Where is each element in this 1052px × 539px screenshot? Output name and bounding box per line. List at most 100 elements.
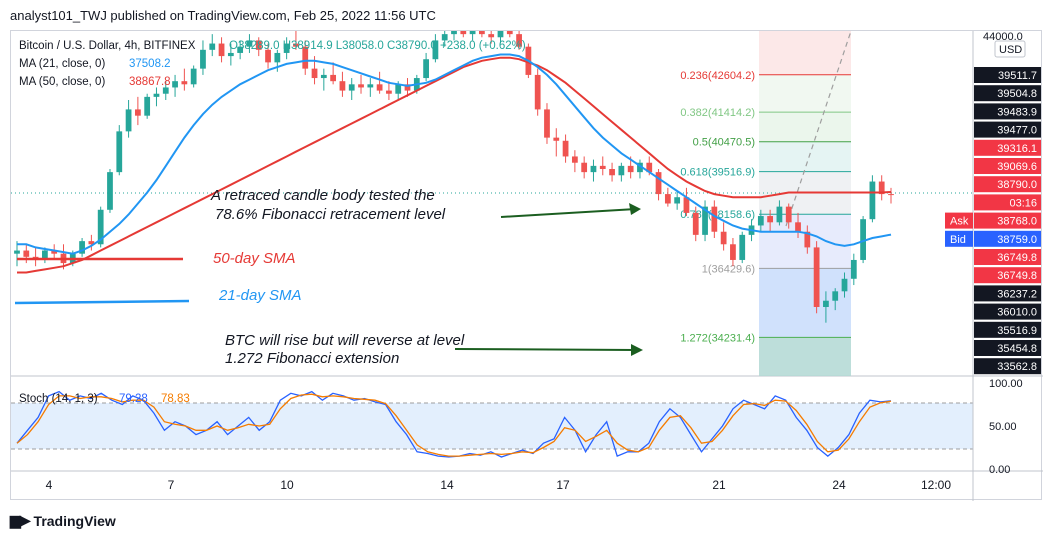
candle-body (144, 96, 151, 116)
candle-body (850, 259, 857, 279)
candle-body (488, 34, 495, 38)
publish-info: analyst101_TWJ published on TradingView.… (10, 8, 436, 23)
candle-body (637, 162, 643, 173)
price-badge (974, 230, 1041, 247)
price-badge (974, 85, 1041, 102)
candle-body (479, 31, 485, 35)
candle-body (590, 165, 597, 173)
candle-body (51, 250, 58, 254)
price-badge (974, 158, 1041, 174)
time-axis: 4 7 10 14 17 21 24 12:00 (46, 478, 952, 492)
price-badge (974, 194, 1041, 211)
candle-body (88, 241, 95, 245)
legend-ohlc: O38289.0 H38914.9 L38058.0 C38790.0 +238… (229, 40, 526, 52)
candle-body (562, 140, 569, 157)
price-axis-top: 44000.0 (983, 31, 1023, 43)
price-tag-label: Bid (950, 234, 966, 246)
annotation-extension-line1: BTC will rise but will reverse at level (225, 332, 465, 349)
candle-body (599, 165, 606, 169)
fib-zone (759, 268, 851, 338)
candle-body (469, 31, 476, 35)
tradingview-brand-label: TradingView (33, 512, 116, 529)
time-axis-label: 17 (556, 478, 570, 492)
candle-body (14, 250, 20, 254)
legend-ma21-value: 37508.2 (129, 58, 171, 70)
legend-symbol: Bitcoin / U.S. Dollar, 4h, BITFINEX (19, 40, 196, 52)
candle-body (79, 241, 85, 254)
candle-body (720, 231, 727, 245)
price-badge (974, 340, 1041, 356)
candle-body (237, 46, 244, 53)
price-badge (974, 139, 1041, 156)
candle-body (506, 31, 513, 35)
candle-body (97, 209, 104, 245)
price-badge-label: 39477.0 (997, 125, 1037, 137)
price-badge-label: 39511.7 (998, 70, 1037, 82)
price-badge (974, 321, 1041, 338)
candle-body (107, 172, 113, 210)
candle-body (878, 181, 885, 195)
price-badge (974, 303, 1041, 320)
stoch-d-line (16, 393, 892, 457)
candle-body (646, 162, 653, 173)
candle-body (627, 165, 634, 173)
fib-zone (759, 74, 851, 113)
time-axis-label: 12:00 (921, 478, 951, 492)
price-tag-ask (945, 212, 973, 229)
candle-body (683, 197, 690, 213)
stoch-band (11, 403, 973, 449)
price-badge-label: 36749.8 (997, 252, 1037, 264)
candle-body (841, 278, 848, 292)
stoch-legend-label: Stoch (14, 1, 3) (19, 393, 98, 405)
sma21-line (17, 53, 892, 255)
candle-body (581, 162, 588, 173)
fib-zone (759, 337, 851, 376)
time-axis-label: 4 (46, 478, 53, 492)
candle-body (432, 40, 439, 60)
stoch-axis: 100.00 50.00 0.00 (989, 378, 1023, 476)
candle-body (302, 46, 309, 69)
candle-body (888, 194, 894, 196)
candlestick-chart[interactable]: 0.236(42604.2) 0.382(41414.2) 0.5(40470.5)… (11, 27, 1043, 501)
price-tag-bid (945, 230, 973, 247)
stoch-axis-label: 0.00 (989, 464, 1010, 476)
candle-body (516, 34, 522, 47)
price-badge (974, 121, 1041, 138)
candle-body (860, 219, 866, 260)
price-badge-label: 36237.2 (997, 288, 1037, 300)
extension-arrow-shaft (454, 348, 638, 351)
candle-body (227, 52, 234, 57)
fib-label-0.382: 0.382(41414.2) (680, 107, 755, 119)
candle-body (497, 31, 504, 38)
candle-body (200, 49, 206, 69)
price-badge (974, 285, 1041, 302)
candle-body (795, 222, 801, 232)
candle-body (23, 250, 30, 257)
candle-body (739, 234, 746, 260)
candle-body (609, 169, 615, 176)
retrace-arrow-head (629, 203, 641, 215)
sma50-line (17, 56, 892, 274)
candle-body (451, 31, 457, 35)
price-badge (974, 67, 1041, 83)
time-axis-label: 24 (832, 478, 846, 492)
price-badge-label: 39316.1 (997, 143, 1037, 155)
price-badge (974, 358, 1041, 375)
candle-body (162, 87, 169, 94)
price-tag-label: Ask (950, 216, 969, 228)
candle-body (767, 216, 774, 223)
candle-body (869, 181, 876, 220)
price-badge-label: 36749.8 (997, 270, 1037, 282)
time-axis-label: 10 (280, 478, 294, 492)
chart-frame: 0.236(42604.2) 0.382(41414.2) 0.5(40470.5)… (10, 27, 1043, 501)
price-badge-label: 38759.0 (997, 234, 1037, 246)
fib-zone (759, 141, 851, 172)
annotation-retrace-line2: 78.6% Fibonacci retracement level (215, 206, 446, 223)
candle-body (395, 84, 402, 94)
currency-button[interactable] (994, 40, 1026, 58)
stoch-d-value: 78.83 (161, 393, 190, 405)
extension-arrow-head (631, 344, 643, 356)
footer-brand[interactable]: ▆▶ TradingView (10, 512, 116, 529)
price-badge-label: 38768.0 (997, 216, 1037, 228)
fibonacci-zones (759, 31, 851, 376)
